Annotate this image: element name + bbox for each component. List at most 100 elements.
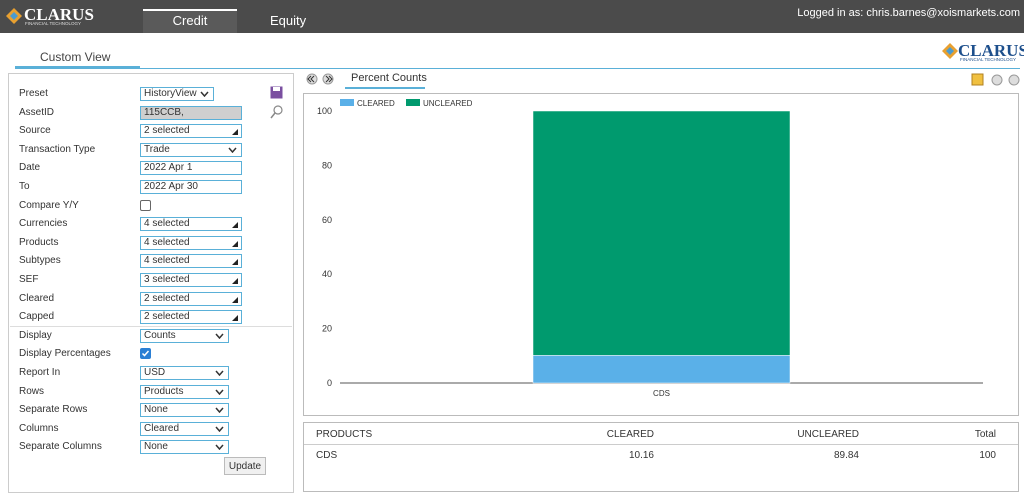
nav-arrows[interactable]: [306, 72, 336, 86]
field-select[interactable]: None: [140, 440, 229, 455]
field-value: Trade: [144, 143, 170, 155]
tab[interactable]: Equity: [270, 13, 307, 28]
field-multi[interactable]: 4 selected: [140, 235, 242, 250]
legend-label: UNCLEARED: [423, 99, 473, 108]
field-value: 2022 Apr 30: [144, 181, 198, 192]
checkbox[interactable]: [140, 348, 151, 360]
field-value: 2 selected: [144, 311, 190, 323]
legend-label: CLEARED: [357, 99, 395, 108]
logo-icon: [6, 8, 22, 24]
field-label: Separate Rows: [19, 404, 88, 416]
y-tick-label: 20: [322, 324, 332, 334]
view-tab-underline: [15, 66, 140, 69]
field-label: Report In: [19, 367, 61, 378]
field-select[interactable]: USD: [140, 366, 229, 380]
logo-icon: [942, 43, 958, 59]
field-value: Products: [144, 385, 184, 397]
field-value: 4 selected: [144, 236, 190, 248]
field-value: Counts: [144, 329, 176, 341]
y-tick-label: 0: [327, 378, 332, 388]
bar-segment: [532, 355, 791, 384]
field-multi[interactable]: 2 selected: [140, 310, 242, 325]
field-select[interactable]: HistoryView: [140, 87, 214, 101]
field-value: 2 selected: [144, 125, 190, 137]
y-tick-label: 40: [322, 269, 332, 279]
tab[interactable]: Credit: [172, 13, 208, 28]
legend-swatch: [406, 99, 420, 106]
field-value: 4 selected: [144, 218, 190, 230]
field-value: None: [144, 441, 168, 453]
field-label: Display: [19, 329, 52, 341]
table-cell: Total: [974, 429, 996, 440]
search-icon[interactable]: [270, 105, 284, 119]
table-header-border: [304, 444, 1018, 445]
active-tab-marker: [143, 9, 237, 11]
field-multi[interactable]: 2 selected: [140, 124, 242, 139]
logo-sub: FINANCIAL TECHNOLOGY: [25, 21, 82, 26]
table-cell: CLEARED: [606, 429, 654, 440]
field-label: To: [19, 181, 30, 192]
chart: 0 20 40 60 80 100 CLEARED UNCLEARED CDS: [303, 93, 1019, 416]
field-label: Columns: [19, 422, 59, 434]
update-button[interactable]: Update: [224, 457, 266, 475]
field-label: Compare Y/Y: [19, 199, 79, 211]
field-label: Separate Columns: [19, 441, 102, 453]
field-value: None: [144, 404, 168, 416]
y-tick-label: 100: [317, 106, 332, 116]
field-multi[interactable]: 3 selected: [140, 273, 242, 287]
y-tick-label: 60: [322, 215, 332, 225]
field-label: Cleared: [19, 292, 55, 304]
field-label: Subtypes: [19, 255, 61, 267]
table-cell: 89.84: [833, 450, 859, 461]
user-info: Logged in as: chris.barnes@xoismarkets.c…: [797, 7, 1020, 19]
x-tick-label: CDS: [653, 389, 670, 398]
chart-tools[interactable]: [970, 72, 1022, 88]
field-select[interactable]: Counts: [140, 328, 229, 343]
field-value: 115CCB, US105756BV1: [144, 106, 184, 118]
legend-swatch: [340, 99, 354, 106]
separator: [10, 326, 292, 328]
table-row-label: PRODUCTS: [316, 429, 373, 440]
table-cell: 10.16: [628, 450, 654, 461]
y-tick-label: 80: [322, 160, 332, 170]
active-tab-bg: [143, 11, 237, 33]
field-label: Preset: [19, 88, 48, 99]
view-tab[interactable]: Custom View: [40, 50, 111, 64]
logo-sub: FINANCIAL TECHNOLOGY: [960, 57, 1017, 62]
field-label: Rows: [19, 385, 45, 397]
field-label: Capped: [19, 311, 55, 323]
field-input[interactable]: 2022 Apr 30: [140, 180, 242, 194]
field-label: Currencies: [19, 218, 68, 230]
field-select[interactable]: Cleared: [140, 421, 229, 436]
logo: CLARUS: [24, 5, 94, 24]
divider: [15, 68, 1020, 69]
field-value: HistoryView: [144, 88, 197, 99]
field-multi[interactable]: 4 selected: [140, 254, 242, 269]
field-multi[interactable]: 2 selected: [140, 291, 242, 306]
field-value: 2022 Apr 1: [144, 162, 193, 174]
table-cell: UNCLEARED: [797, 429, 859, 440]
field-multi[interactable]: 4 selected: [140, 217, 242, 232]
field-value: 4 selected: [144, 255, 190, 267]
field-select[interactable]: None: [140, 403, 229, 418]
field-input[interactable]: 2022 Apr 1: [140, 161, 242, 176]
field-label: Products: [19, 236, 59, 248]
field-value: Cleared: [144, 422, 180, 434]
checkbox[interactable]: [140, 199, 151, 211]
field-value: 3 selected: [144, 274, 190, 285]
field-input[interactable]: 115CCB, US105756BV1: [140, 105, 242, 120]
data-table: PRODUCTS CLEARED UNCLEARED Total CDS 10.16 89.…: [303, 422, 1019, 492]
chart-tab[interactable]: Percent Counts: [351, 72, 427, 84]
chart-tab-underline: [345, 87, 425, 89]
table-cell: 100: [979, 450, 996, 461]
field-label: AssetID: [19, 106, 55, 118]
field-value: 2 selected: [144, 292, 190, 304]
field-select[interactable]: Products: [140, 384, 229, 399]
field-value: USD: [144, 367, 166, 378]
field-label: Transaction Type: [19, 143, 96, 155]
bar-segment: [532, 110, 791, 356]
field-select[interactable]: Trade: [140, 142, 242, 157]
save-icon[interactable]: [270, 86, 283, 99]
field-label: SEF: [19, 274, 39, 285]
